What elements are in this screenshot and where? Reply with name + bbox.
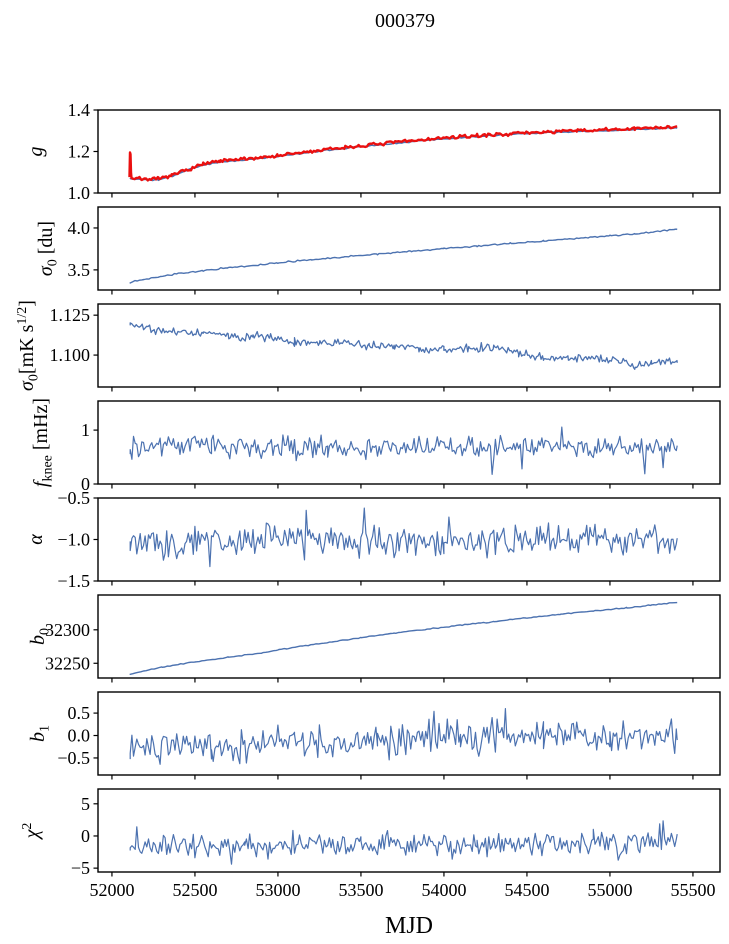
figure-title: 000379 [375, 10, 435, 32]
y-tick-label: 4.0 [68, 218, 91, 238]
y-tick-label: −1.0 [57, 530, 90, 550]
x-tick-label: 55000 [587, 880, 632, 900]
x-axis-label: MJD [385, 913, 433, 939]
y-axis-label: α [25, 534, 47, 545]
y-axis-label: χ2 [20, 823, 43, 841]
series-alpha [129, 507, 678, 568]
series-gain [128, 124, 678, 182]
series-group [129, 228, 678, 284]
y-axis-label: fknee [mHz] [30, 398, 56, 487]
y-tick-label: 0.5 [68, 703, 91, 723]
y-tick-label: 1.0 [68, 183, 91, 203]
y-tick-label: 3.5 [68, 260, 91, 280]
x-tick-label: 52000 [89, 880, 134, 900]
y-tick-label: 1.125 [50, 305, 91, 325]
panel-border [97, 594, 721, 679]
x-tick-label: 52500 [172, 880, 217, 900]
y-axis-label: σ0 [du] [35, 221, 61, 276]
series-group [129, 820, 678, 865]
panel-border [97, 788, 721, 873]
series-sigma0-mK [129, 322, 678, 370]
panel-border [97, 400, 721, 485]
panel-border [97, 303, 721, 388]
panel-border [97, 109, 721, 194]
y-tick-label: −1.5 [57, 571, 90, 591]
series-b1 [129, 707, 678, 765]
plot-area: 1.0 1.2 1.4 g 3.5 4.0 σ0 [du] 1.100 1.125 σ0[mK s… [15, 100, 721, 900]
y-tick-label: 0 [81, 826, 90, 846]
series-group [129, 507, 678, 568]
series-group [128, 124, 678, 182]
y-tick-label: 0 [81, 474, 90, 494]
y-tick-label: −5 [71, 858, 90, 878]
y-axis-label: b1 [27, 725, 53, 742]
panel-b1: −0.50.0 0.5 b1 [27, 691, 721, 780]
y-tick-label: 1.100 [50, 345, 91, 365]
y-tick-label: 1.4 [68, 100, 91, 120]
y-tick-label: 0.0 [68, 726, 91, 746]
series-fknee [129, 426, 678, 475]
y-tick-label: 1.2 [68, 142, 91, 162]
x-tick-label: 54500 [504, 880, 549, 900]
panel-chi2: 52000 52500 53000 53500 54000 54500 55000 55500… [20, 788, 721, 900]
y-axis-label: b0 [27, 628, 53, 645]
y-tick-label: −0.5 [57, 748, 90, 768]
panel-sigma0-mK: 1.100 1.125 σ0[mK s1/2] [15, 300, 721, 392]
panel-border [97, 691, 721, 776]
y-axis-label: g [25, 147, 47, 157]
panel-g: 1.0 1.2 1.4 g [25, 100, 721, 203]
y-tick-label: 32250 [45, 653, 90, 673]
series-gain-smoothed [129, 126, 678, 182]
y-tick-label: 1 [81, 420, 90, 440]
series-chi2 [129, 820, 678, 865]
x-tick-label: 53500 [338, 880, 383, 900]
series-group [129, 707, 678, 765]
panel-border [97, 497, 721, 582]
x-tick-label: 54000 [421, 880, 466, 900]
series-group [129, 322, 678, 370]
y-tick-label: 32300 [45, 620, 90, 640]
y-tick-label: 5 [81, 794, 90, 814]
panel-fknee: 0 1 fknee [mHz] [30, 398, 721, 494]
panel-alpha: −1.5 −1.0 −0.5 α [25, 488, 721, 591]
y-axis-label: σ0[mK s1/2] [15, 300, 42, 391]
series-group [129, 601, 678, 675]
series-sigma0-du [129, 228, 678, 284]
panel-sigma0-du: 3.5 4.0 σ0 [du] [35, 206, 721, 295]
series-group [129, 426, 678, 475]
x-tick-label: 55500 [670, 880, 715, 900]
series-b0 [129, 601, 678, 675]
x-tick-label: 53000 [255, 880, 300, 900]
panel-border [97, 206, 721, 291]
y-tick-label: −0.5 [57, 488, 90, 508]
